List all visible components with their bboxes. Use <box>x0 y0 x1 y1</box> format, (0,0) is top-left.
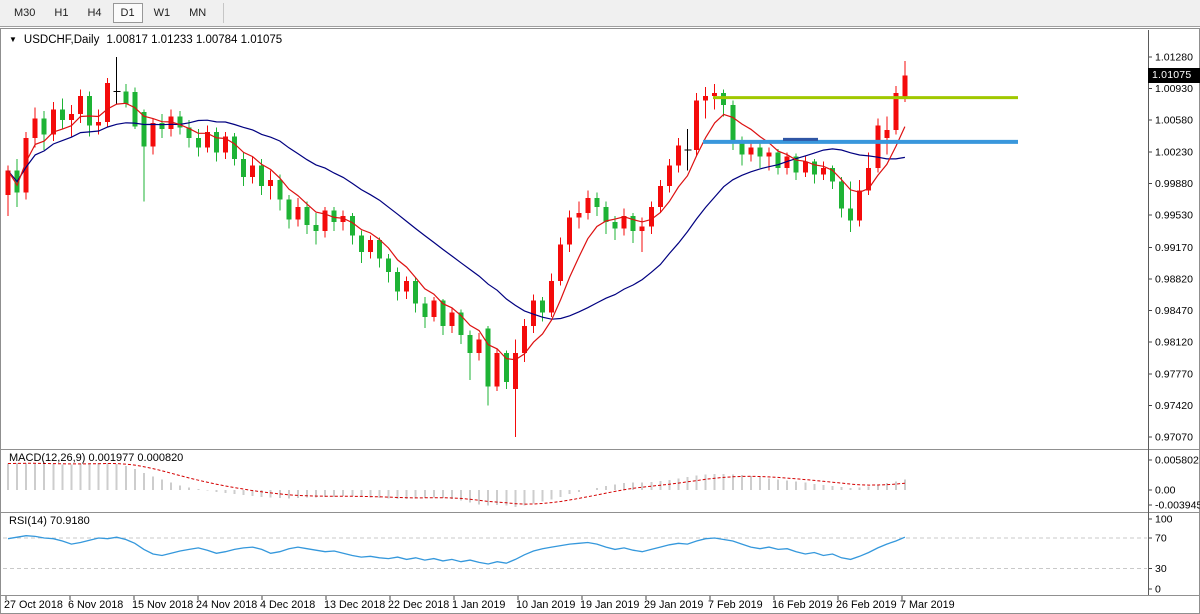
macd-signal-line <box>7 462 905 505</box>
date-label: 7 Feb 2019 <box>708 599 763 611</box>
svg-text:0.99530: 0.99530 <box>1155 209 1193 221</box>
svg-text:30: 30 <box>1155 563 1167 575</box>
svg-text:0.97070: 0.97070 <box>1155 432 1193 444</box>
svg-text:0.98820: 0.98820 <box>1155 274 1193 286</box>
svg-text:1.01280: 1.01280 <box>1155 52 1193 64</box>
ma-slow-line <box>7 119 905 320</box>
macd-name: MACD(12,26,9) <box>9 452 86 464</box>
timeframe-toolbar: M30 H1 H4 D1 W1 MN <box>0 0 1200 27</box>
date-label: 7 Mar 2019 <box>900 599 955 611</box>
svg-text:0.005802: 0.005802 <box>1155 454 1199 466</box>
svg-text:1.00580: 1.00580 <box>1155 115 1193 127</box>
chart-title: ▼ USDCHF,Daily 1.00817 1.01233 1.00784 1… <box>9 34 282 46</box>
symbol-period-label: USDCHF,Daily <box>23 34 100 46</box>
toolbar-divider <box>223 3 225 23</box>
tf-button-h1[interactable]: H1 <box>54 7 69 19</box>
rsi-line <box>7 535 906 565</box>
rsi-values: 70.9180 <box>49 515 90 527</box>
svg-text:0: 0 <box>1155 584 1161 596</box>
date-label: 19 Jan 2019 <box>580 599 640 611</box>
date-label: 1 Jan 2019 <box>452 599 506 611</box>
svg-text:0.99170: 0.99170 <box>1155 242 1193 254</box>
collapse-arrow-icon[interactable]: ▼ <box>9 34 17 44</box>
svg-text:1.00230: 1.00230 <box>1155 146 1193 158</box>
tf-button-mn[interactable]: MN <box>189 7 207 19</box>
date-label: 26 Feb 2019 <box>836 599 897 611</box>
tf-button-d1[interactable]: D1 <box>112 3 143 23</box>
svg-text:0.98120: 0.98120 <box>1155 337 1193 349</box>
rsi-name: RSI(14) <box>9 515 47 527</box>
svg-text:0.00: 0.00 <box>1155 485 1176 497</box>
date-label: 29 Jan 2019 <box>644 599 704 611</box>
rsi-pane <box>3 535 1147 570</box>
date-label: 13 Dec 2018 <box>324 599 386 611</box>
svg-text:0.99880: 0.99880 <box>1155 178 1193 190</box>
tf-button-w1[interactable]: W1 <box>153 7 171 19</box>
svg-text:100: 100 <box>1155 514 1173 526</box>
tf-button-m30[interactable]: M30 <box>14 7 36 19</box>
axis-labels: 1.01280 1.00930 1.00580 1.00230 0.99880 0.995… <box>1149 52 1200 596</box>
date-axis[interactable]: 27 Oct 2018 6 Nov 2018 15 Nov 2018 24 Nov 2… <box>0 599 1148 614</box>
tf-button-h4[interactable]: H4 <box>87 7 102 19</box>
date-label: 24 Nov 2018 <box>196 599 258 611</box>
date-label: 27 Oct 2018 <box>4 599 63 611</box>
macd-pane <box>7 462 906 508</box>
ma-fast-line <box>7 102 906 361</box>
candles <box>5 57 908 437</box>
ohlc-values: 1.00817 1.01233 1.00784 1.01075 <box>106 34 283 46</box>
svg-text:0.97420: 0.97420 <box>1155 400 1193 412</box>
svg-text:0.98470: 0.98470 <box>1155 305 1193 317</box>
rsi-label: RSI(14) 70.9180 <box>9 515 90 527</box>
svg-text:1.00930: 1.00930 <box>1155 83 1193 95</box>
svg-text:0.97770: 0.97770 <box>1155 368 1193 380</box>
macd-label: MACD(12,26,9) 0.001977 0.000820 <box>9 452 183 464</box>
date-label: 15 Nov 2018 <box>132 599 194 611</box>
current-price-tag: 1.01075 <box>1148 68 1200 83</box>
svg-text:-0.003945: -0.003945 <box>1155 500 1200 512</box>
date-label: 10 Jan 2019 <box>516 599 576 611</box>
date-label: 4 Dec 2018 <box>260 599 316 611</box>
macd-values: 0.001977 0.000820 <box>88 452 184 464</box>
date-label: 6 Nov 2018 <box>68 599 124 611</box>
date-label: 22 Dec 2018 <box>388 599 450 611</box>
date-label: 16 Feb 2019 <box>772 599 833 611</box>
svg-text:70: 70 <box>1155 532 1167 544</box>
